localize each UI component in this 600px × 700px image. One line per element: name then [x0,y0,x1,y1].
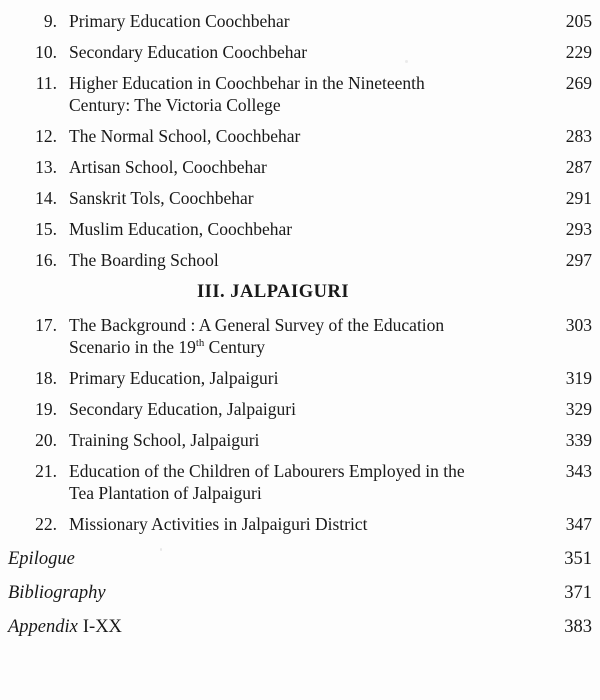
back-matter-title-italic: Bibliography [8,583,106,603]
entry-title: Primary Education, Jalpaiguri [69,368,279,388]
entry-page: 371 [564,583,592,603]
entry-title: Secondary Education Coochbehar [69,42,308,62]
entry-page: 319 [565,368,592,388]
entry-page: 351 [564,549,592,569]
back-matter-title-italic: Epilogue [8,549,75,569]
section-heading-jalpaiguri: III. JALPAIGURI [196,282,350,302]
entry-page: 229 [565,42,592,62]
entry-number: 17. [35,315,57,335]
ordinal-superscript: th [195,337,205,350]
entry-page: 291 [565,188,592,208]
entry-page: 343 [565,461,592,481]
entry-page: 283 [565,126,592,146]
toc-entry: 16. The Boarding School 297 [0,249,592,271]
entry-number: 20. [35,430,57,450]
entry-page: 303 [565,315,592,335]
toc-entry: 15. Muslim Education, Coochbehar 293 [0,218,592,240]
entry-number: 13. [35,157,57,177]
back-matter-title: Appendix I-XX [0,616,546,639]
entry-number: 19. [35,399,57,419]
entry-number: 10. [35,42,57,62]
back-matter-title: Bibliography [0,582,546,605]
toc-entry: 22. Missionary Activities in Jalpaiguri … [0,513,592,535]
scan-speck [405,60,408,63]
entry-page: 347 [565,514,592,534]
entry-number: 15. [35,219,57,239]
entry-number: 22. [35,514,57,534]
toc-entry: 20. Training School, Jalpaiguri 339 [0,429,592,451]
entry-title-text: The Background : A General Survey of the… [69,315,445,357]
entry-title: Higher Education in Coochbehar in the Ni… [69,73,425,115]
entry-title: The Normal School, Coochbehar [69,126,301,146]
entry-number: 9. [43,11,57,31]
toc-entry: 12. The Normal School, Coochbehar 283 [0,125,592,147]
toc-entry: 10. Secondary Education Coochbehar 229 [0,41,592,63]
entry-page: 205 [565,11,592,31]
entry-number: 18. [35,368,57,388]
entry-number: 11. [35,73,57,93]
toc-entry: 21. Education of the Children of Laboure… [0,460,592,504]
entry-number: 12. [35,126,57,146]
toc-entry: 11. Higher Education in Coochbehar in th… [0,72,592,116]
entry-page: 293 [565,219,592,239]
entry-title: Secondary Education, Jalpaiguri [69,399,296,419]
back-matter-title: Epilogue [0,548,546,571]
entry-title: Training School, Jalpaiguri [69,430,260,450]
entry-title: Muslim Education, Coochbehar [69,219,293,239]
back-matter-row: Appendix I-XX 383 [0,616,592,639]
toc-entry: 14. Sanskrit Tols, Coochbehar 291 [0,187,592,209]
back-matter-row: Bibliography 371 [0,582,592,605]
toc-entry: 18. Primary Education, Jalpaiguri 319 [0,367,592,389]
toc-section-jalpaiguri: 17. The Background : A General Survey of… [0,314,592,535]
back-matter-title-italic: Appendix [8,617,78,637]
entry-title: Education of the Children of Labourers E… [69,461,465,503]
toc-entry: 13. Artisan School, Coochbehar 287 [0,156,592,178]
entry-page: 383 [564,617,592,637]
entry-page: 297 [565,250,592,270]
entry-title: The Boarding School [69,250,219,270]
back-matter-suffix: I-XX [82,617,122,637]
entry-title: The Background : A General Survey of the… [69,314,546,358]
back-matter-row: Epilogue 351 [0,548,592,571]
entry-number: 21. [35,461,57,481]
scan-speck [160,548,162,551]
entry-title: Primary Education Coochbehar [69,11,290,31]
entry-page: 339 [565,430,592,450]
toc-entry: 17. The Background : A General Survey of… [0,314,592,358]
entry-page: 287 [565,157,592,177]
back-matter: Epilogue 351 Bibliography 371 Appendix I-… [0,548,592,639]
entry-page: 269 [565,73,592,93]
entry-title: Artisan School, Coochbehar [69,157,267,177]
toc-entry: 19. Secondary Education, Jalpaiguri 329 [0,398,592,420]
entry-number: 16. [35,250,57,270]
entry-title-text: Century [204,337,266,357]
entry-title: Missionary Activities in Jalpaiguri Dist… [69,514,368,534]
toc-entry: 9. Primary Education Coochbehar 205 [0,10,592,32]
entry-page: 329 [565,399,592,419]
entry-number: 14. [35,188,57,208]
entry-title: Sanskrit Tols, Coochbehar [69,188,254,208]
toc-section-coochbehar: 9. Primary Education Coochbehar 205 10. … [0,10,592,271]
